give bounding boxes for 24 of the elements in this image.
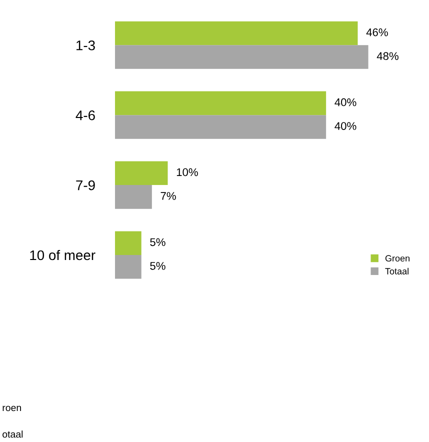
data-label: 46% — [366, 28, 388, 36]
text: roen — [2, 406, 21, 412]
legend-label: Groen — [385, 255, 410, 262]
bar — [114, 115, 326, 139]
data-label: 5% — [150, 262, 166, 270]
y-tick-label: 7-9 — [76, 180, 95, 190]
y-tick-label: 10 of meer — [30, 250, 96, 260]
data-label: 48% — [376, 52, 398, 60]
data-label: 40% — [334, 122, 356, 130]
y-tick-label: 1-3 — [76, 40, 95, 50]
data-label: 7% — [160, 192, 176, 200]
y-tick-label: 4-6 — [76, 110, 95, 120]
data-label: 40% — [334, 98, 356, 106]
legend-label: Totaal — [385, 268, 408, 274]
bar — [114, 231, 142, 255]
bar — [114, 21, 358, 46]
bar — [114, 185, 152, 209]
data-label: 10% — [176, 168, 198, 176]
bar — [114, 45, 368, 69]
bar — [114, 161, 168, 186]
bar — [114, 91, 326, 116]
text: otaal — [2, 430, 23, 438]
bar — [114, 254, 142, 279]
data-label: 5% — [150, 238, 166, 246]
